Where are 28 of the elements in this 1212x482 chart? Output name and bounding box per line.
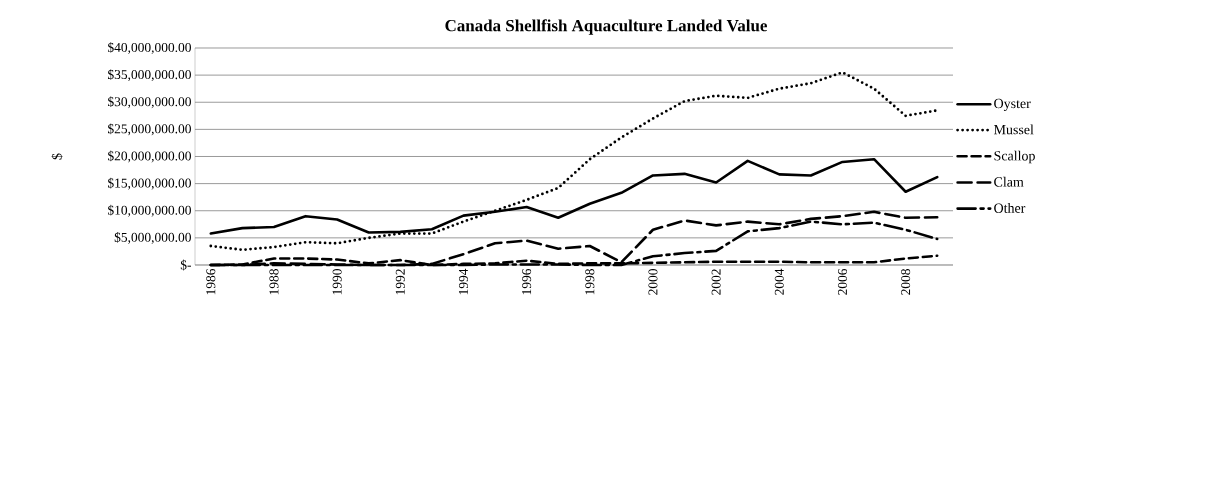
legend-label: Clam (994, 176, 1024, 187)
x-tick-label: 1994 (458, 268, 468, 295)
x-tick-label: 1996 (522, 268, 532, 295)
y-tick-label: $30,000,000.00 (108, 96, 191, 109)
legend-label: Scallop (994, 150, 1035, 164)
legend-label: Mussel (993, 124, 1034, 135)
y-tick-label: $20,000,000.00 (108, 150, 191, 163)
x-tick-label: 1986 (206, 268, 216, 295)
x-tick-label: 2004 (774, 268, 784, 295)
y-tick-label: $- (180, 259, 191, 271)
y-tick-label: $5,000,000.00 (114, 231, 191, 244)
y-tick-label: $10,000,000.00 (108, 204, 191, 217)
legend-label: Other (994, 203, 1026, 213)
x-tick-label: 2000 (648, 269, 658, 295)
x-tick-label: 2008 (901, 269, 911, 295)
y-tick-label: $35,000,000.00 (108, 69, 191, 82)
y-tick-label: $15,000,000.00 (108, 177, 191, 190)
x-tick-label: 2002 (711, 269, 721, 295)
y-axis-title: $ (51, 153, 63, 160)
legend-label: Oyster (994, 98, 1031, 112)
x-tick-label: 1998 (585, 269, 595, 295)
chart-title: Canada Shellfish Aquaculture Landed Value (445, 19, 767, 35)
x-tick-label: 1992 (395, 269, 405, 295)
x-tick-label: 1990 (332, 269, 342, 295)
y-tick-label: $25,000,000.00 (108, 123, 191, 136)
x-tick-label: 2006 (837, 268, 847, 295)
x-tick-label: 1988 (269, 269, 279, 295)
y-tick-label: $40,000,000.00 (108, 42, 191, 54)
